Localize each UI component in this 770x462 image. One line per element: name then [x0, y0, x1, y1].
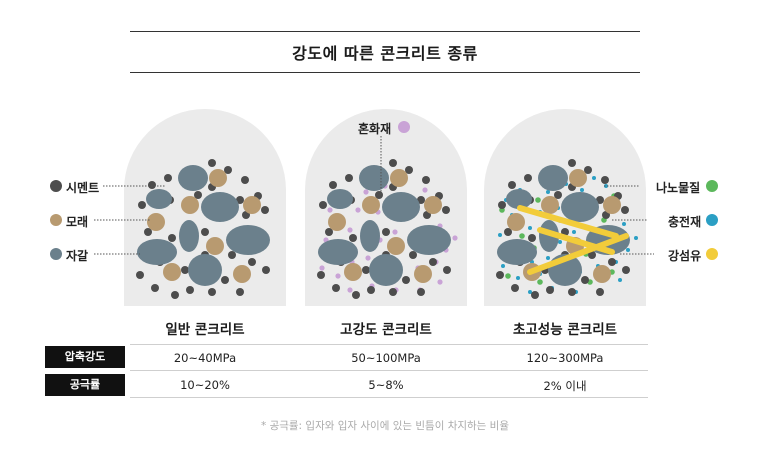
- page-title: 강도에 따른 콘크리트 종류: [292, 44, 478, 63]
- filler-legend-dot: [706, 214, 718, 226]
- cement-particles: [136, 159, 270, 299]
- cell-porosity-uhpc: 2% 이내: [543, 379, 587, 393]
- right-leaders: [604, 185, 654, 255]
- cement-legend-dot: [50, 180, 62, 192]
- cell-porosity-high: 5~8%: [368, 378, 404, 392]
- table-rule: [130, 370, 648, 371]
- panel-high-strength-concrete: [305, 109, 467, 306]
- sand-legend-label: 모래: [66, 215, 89, 229]
- sand-legend-dot: [50, 214, 62, 226]
- cell-strength-high: 50~100MPa: [351, 351, 421, 365]
- cell-strength-normal: 20~40MPa: [173, 351, 237, 365]
- table-rule: [130, 397, 648, 398]
- sand-particles: [328, 169, 442, 283]
- gravel-particles: [318, 165, 451, 286]
- fiber-legend-label: 강섬유: [668, 249, 702, 263]
- admixture-legend-label: 혼화재: [358, 122, 392, 136]
- gravel-particles: [137, 165, 270, 286]
- sand-particles: [507, 169, 621, 283]
- fiber-legend-dot: [706, 248, 718, 260]
- filler-legend-label: 충전재: [668, 215, 702, 229]
- gravel-legend-dot: [50, 248, 62, 260]
- cell-porosity-normal: 10~20%: [180, 378, 230, 392]
- type-name-normal: 일반 콘크리트: [165, 322, 245, 338]
- title-bottom-rule: [130, 72, 640, 73]
- cell-strength-uhpc: 120~300MPa: [526, 351, 604, 365]
- footnote: * 공극률: 입자와 입자 사이에 있는 빈틈이 차지하는 비율: [260, 420, 509, 432]
- nano-legend-label: 나노물질: [656, 181, 701, 195]
- row-header-porosity: 공극률: [45, 374, 125, 396]
- table-rule: [130, 344, 648, 345]
- type-name-uhpc: 초고성능 콘크리트: [512, 322, 618, 338]
- panel-uhpc: [484, 109, 646, 306]
- panel-normal-concrete: [124, 109, 286, 306]
- title-top-rule: [130, 31, 640, 32]
- sand-particles: [147, 169, 261, 283]
- nano-legend-dot: [706, 180, 718, 192]
- type-name-high-strength: 고강도 콘크리트: [340, 322, 432, 338]
- admixture-legend-dot: [398, 121, 410, 133]
- gravel-legend-label: 자갈: [66, 249, 89, 263]
- cement-legend-label: 시멘트: [66, 181, 100, 195]
- row-header-strength: 압축강도: [45, 346, 125, 368]
- steel-fibers: [517, 205, 629, 275]
- left-leaders: [94, 185, 165, 255]
